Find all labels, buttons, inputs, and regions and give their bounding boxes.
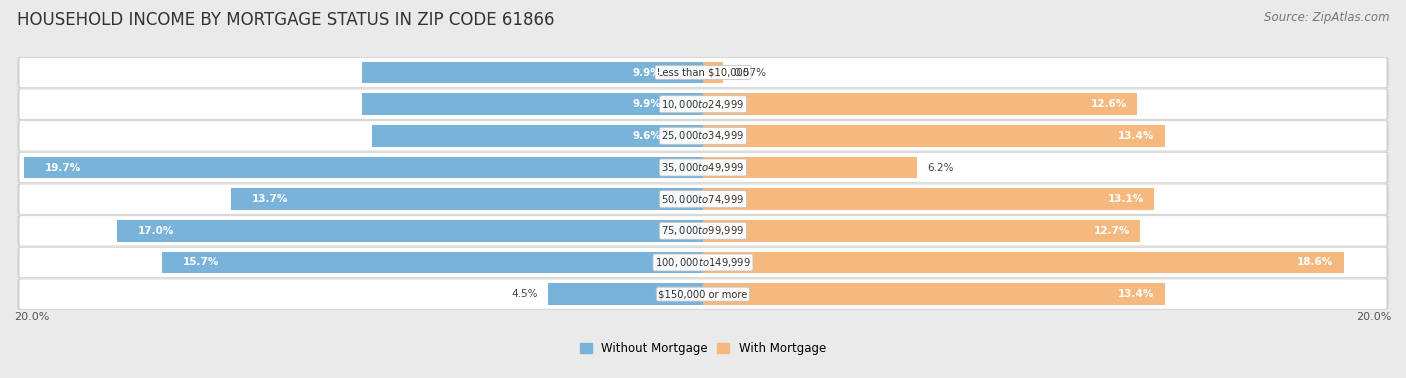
FancyBboxPatch shape	[20, 153, 1386, 182]
Text: $75,000 to $99,999: $75,000 to $99,999	[661, 224, 745, 237]
Legend: Without Mortgage, With Mortgage: Without Mortgage, With Mortgage	[575, 337, 831, 360]
Text: Less than $10,000: Less than $10,000	[657, 68, 749, 77]
FancyBboxPatch shape	[20, 216, 1386, 246]
Text: Source: ZipAtlas.com: Source: ZipAtlas.com	[1264, 11, 1389, 24]
Text: 15.7%: 15.7%	[183, 257, 219, 268]
Text: 12.6%: 12.6%	[1091, 99, 1126, 109]
Text: 0.57%: 0.57%	[733, 68, 766, 77]
Bar	[703, 157, 917, 178]
Text: 4.5%: 4.5%	[512, 289, 537, 299]
FancyBboxPatch shape	[17, 247, 1389, 278]
FancyBboxPatch shape	[20, 90, 1386, 119]
Bar	[548, 284, 703, 305]
Bar	[361, 62, 703, 83]
Text: 19.7%: 19.7%	[45, 163, 82, 172]
Text: 20.0%: 20.0%	[14, 312, 49, 322]
FancyBboxPatch shape	[20, 248, 1386, 277]
Text: 13.7%: 13.7%	[252, 194, 288, 204]
Bar	[703, 62, 723, 83]
FancyBboxPatch shape	[17, 184, 1389, 215]
Text: 13.1%: 13.1%	[1108, 194, 1144, 204]
FancyBboxPatch shape	[20, 121, 1386, 150]
Text: 17.0%: 17.0%	[138, 226, 174, 236]
Bar	[24, 157, 703, 178]
Bar	[117, 220, 703, 242]
Text: HOUSEHOLD INCOME BY MORTGAGE STATUS IN ZIP CODE 61866: HOUSEHOLD INCOME BY MORTGAGE STATUS IN Z…	[17, 11, 554, 29]
Text: 13.4%: 13.4%	[1118, 131, 1154, 141]
Text: 9.6%: 9.6%	[633, 131, 662, 141]
Bar	[703, 188, 1154, 210]
Bar	[703, 220, 1140, 242]
Text: $25,000 to $34,999: $25,000 to $34,999	[661, 129, 745, 143]
Text: 9.9%: 9.9%	[633, 68, 662, 77]
Bar	[703, 284, 1164, 305]
Bar	[703, 125, 1164, 147]
FancyBboxPatch shape	[17, 89, 1389, 120]
FancyBboxPatch shape	[17, 57, 1389, 88]
Text: 6.2%: 6.2%	[927, 163, 953, 172]
Text: $10,000 to $24,999: $10,000 to $24,999	[661, 98, 745, 111]
Text: $100,000 to $149,999: $100,000 to $149,999	[655, 256, 751, 269]
FancyBboxPatch shape	[17, 120, 1389, 151]
Bar	[373, 125, 703, 147]
Bar	[703, 93, 1137, 115]
Text: 12.7%: 12.7%	[1094, 226, 1130, 236]
Text: 18.6%: 18.6%	[1298, 257, 1333, 268]
Bar	[231, 188, 703, 210]
FancyBboxPatch shape	[20, 58, 1386, 87]
FancyBboxPatch shape	[20, 279, 1386, 309]
Text: $150,000 or more: $150,000 or more	[658, 289, 748, 299]
Text: 9.9%: 9.9%	[633, 99, 662, 109]
FancyBboxPatch shape	[17, 279, 1389, 310]
FancyBboxPatch shape	[20, 184, 1386, 214]
FancyBboxPatch shape	[17, 215, 1389, 246]
Bar	[162, 252, 703, 273]
Text: $35,000 to $49,999: $35,000 to $49,999	[661, 161, 745, 174]
Bar	[703, 252, 1344, 273]
Bar	[361, 93, 703, 115]
FancyBboxPatch shape	[17, 152, 1389, 183]
Text: 13.4%: 13.4%	[1118, 289, 1154, 299]
Text: 20.0%: 20.0%	[1357, 312, 1392, 322]
Text: $50,000 to $74,999: $50,000 to $74,999	[661, 193, 745, 206]
